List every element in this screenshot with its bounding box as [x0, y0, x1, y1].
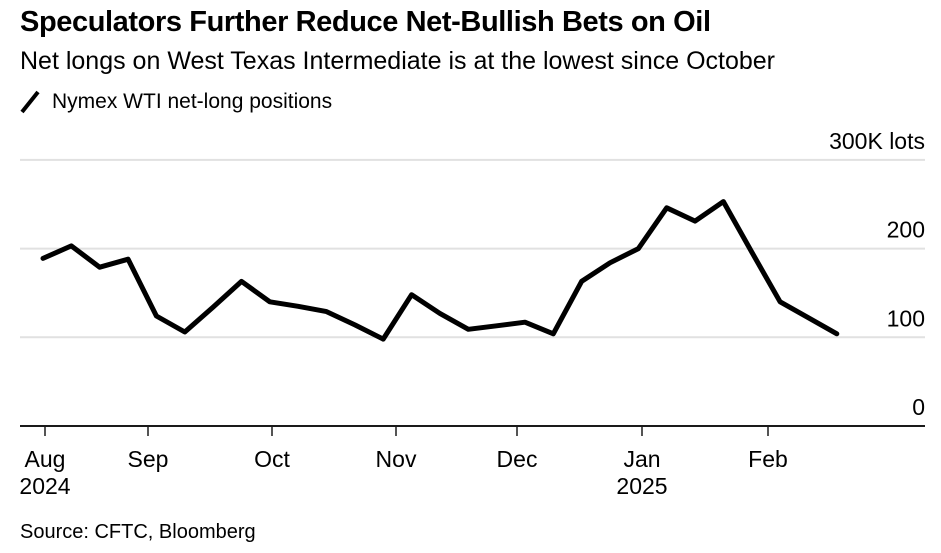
x-axis-month-label: Sep	[128, 446, 169, 472]
legend-label: Nymex WTI net-long positions	[52, 90, 333, 113]
x-axis-year-label: 2025	[616, 473, 667, 499]
data-line-series	[40, 199, 840, 342]
chart-title: Speculators Further Reduce Net-Bullish B…	[20, 6, 711, 38]
x-axis-month-label: Nov	[376, 446, 417, 472]
y-axis-label: 0	[912, 394, 925, 420]
y-axis-label: 300K lots	[829, 128, 925, 154]
x-axis-month-label: Aug	[25, 446, 66, 472]
source-credit: Source: CFTC, Bloomberg	[20, 521, 256, 543]
x-axis-month-label: Dec	[497, 446, 538, 472]
x-axis-month-label: Jan	[623, 446, 660, 472]
y-axis-label: 200	[887, 217, 925, 243]
x-axis-month-label: Oct	[254, 446, 290, 472]
line-series-slash-icon	[20, 90, 40, 114]
x-axis-month-label: Feb	[748, 446, 788, 472]
slash-stroke	[20, 90, 40, 114]
chart-subtitle: Net longs on West Texas Intermediate is …	[20, 47, 776, 75]
x-axis-year-label: 2024	[19, 473, 70, 499]
y-axis-label: 100	[887, 305, 925, 331]
legend: Nymex WTI net-long positions	[18, 89, 332, 115]
